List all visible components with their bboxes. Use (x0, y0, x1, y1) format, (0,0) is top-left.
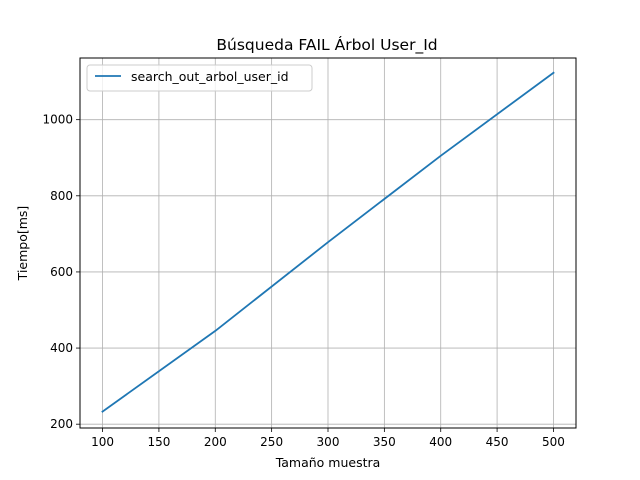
legend-box (86, 64, 313, 92)
y-tick-label: 200 (50, 417, 73, 431)
x-tick-label: 400 (429, 435, 452, 449)
legend-label: search_out_arbol_user_id (131, 69, 289, 84)
y-tick-label: 1000 (42, 113, 73, 127)
x-tick-label: 350 (373, 435, 396, 449)
y-tick-label: 600 (50, 265, 73, 279)
x-axis-label: Tamaño muestra (275, 455, 381, 470)
series-line-0 (101, 71, 555, 413)
y-axis-label: Tiempo[ms] (15, 206, 30, 282)
x-tick-label: 300 (317, 435, 340, 449)
legend: search_out_arbol_user_id (86, 64, 313, 92)
series-layer (101, 71, 555, 413)
x-tick-label: 150 (147, 435, 170, 449)
chart-title: Búsqueda FAIL Árbol User_Id (216, 35, 437, 55)
y-tick-label: 800 (50, 189, 73, 203)
x-axis-ticks: 100 150 200 250 300 350 400 450 500 (91, 428, 565, 449)
x-tick-label: 450 (486, 435, 509, 449)
x-tick-label: 200 (204, 435, 227, 449)
x-tick-label: 100 (91, 435, 114, 449)
x-tick-label: 250 (260, 435, 283, 449)
x-tick-label: 500 (542, 435, 565, 449)
y-axis-ticks: 200 400 600 800 1000 (42, 113, 80, 431)
y-tick-label: 400 (50, 341, 73, 355)
